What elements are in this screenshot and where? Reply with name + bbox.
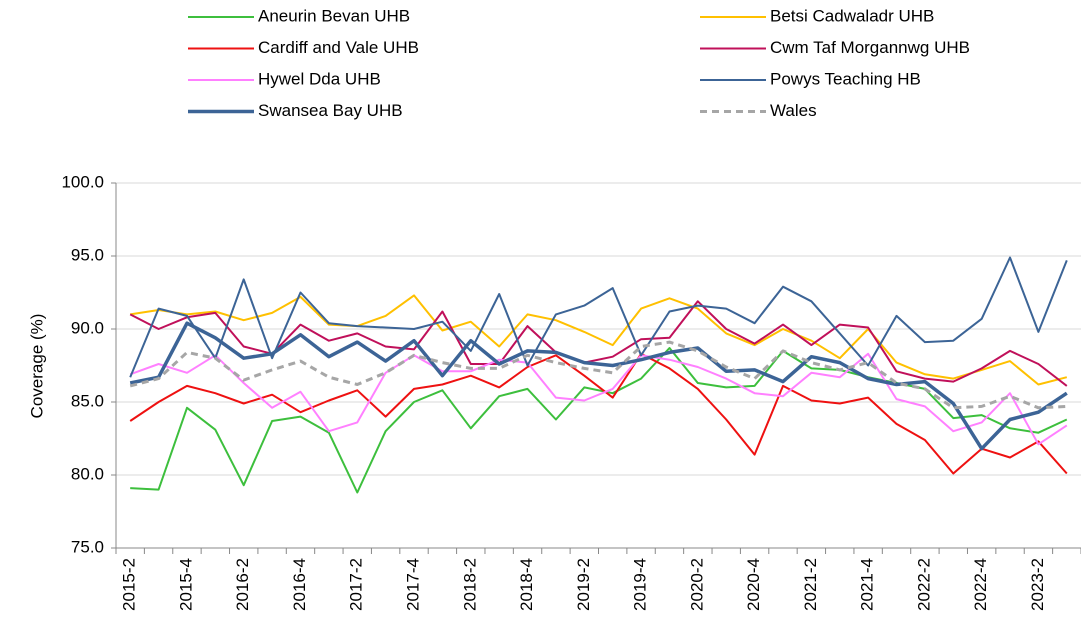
x-tick-label: 2023-2 [1028, 558, 1047, 611]
legend-label: Wales [770, 101, 817, 120]
y-tick-label: 80.0 [71, 464, 104, 483]
legend-label: Aneurin Bevan UHB [258, 6, 410, 25]
series-line [129, 300, 1068, 387]
x-tick-label: 2016-2 [233, 558, 252, 611]
x-tick-label: 2022-4 [971, 558, 990, 611]
x-tick-label: 2018-2 [460, 558, 479, 611]
y-tick-label: 90.0 [71, 318, 104, 337]
legend-label: Hywel Dda UHB [258, 69, 381, 88]
series-line [130, 294, 1068, 386]
series-line [129, 256, 1068, 378]
legend-label: Swansea Bay UHB [258, 101, 403, 120]
x-tick-label: 2020-4 [744, 558, 763, 611]
x-tick-label: 2022-2 [914, 558, 933, 611]
series-line [129, 321, 1068, 451]
y-tick-label: 75.0 [71, 537, 104, 556]
x-tick-label: 2020-2 [687, 558, 706, 611]
legend-label: Betsi Cadwaladr UHB [770, 6, 934, 25]
y-tick-label: 85.0 [71, 391, 104, 410]
x-tick-label: 2021-2 [801, 558, 820, 611]
series-line [130, 347, 1068, 494]
x-tick-label: 2015-2 [120, 558, 139, 611]
x-tick-label: 2015-4 [176, 558, 195, 611]
x-tick-label: 2016-4 [290, 558, 309, 611]
x-tick-label: 2017-4 [403, 558, 422, 611]
y-axis-label: Coverage (%) [27, 314, 46, 419]
legend-label: Cwm Taf Morgannwg UHB [770, 38, 970, 57]
legend-label: Cardiff and Vale UHB [258, 38, 419, 57]
x-tick-label: 2017-2 [347, 558, 366, 611]
y-tick-label: 95.0 [71, 245, 104, 264]
series-line [129, 352, 1068, 475]
legend-label: Powys Teaching HB [770, 69, 921, 88]
x-tick-label: 2019-2 [574, 558, 593, 611]
x-tick-label: 2021-4 [858, 558, 877, 611]
series-line [129, 340, 1067, 410]
series-line [129, 352, 1068, 446]
y-tick-label: 100.0 [61, 172, 104, 191]
x-tick-label: 2018-4 [517, 558, 536, 611]
x-tick-label: 2019-4 [631, 558, 650, 611]
